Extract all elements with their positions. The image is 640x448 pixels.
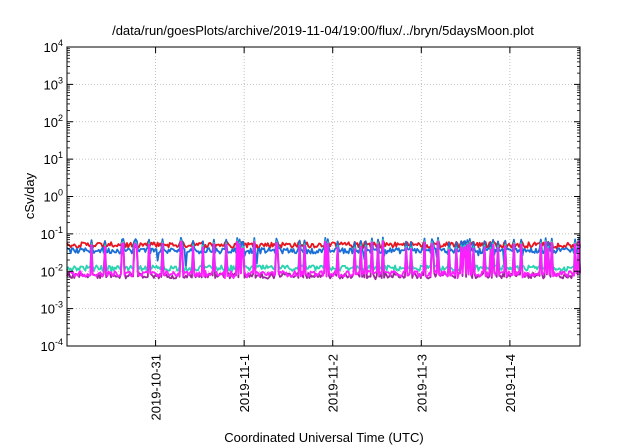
y-tick-label: 101 bbox=[44, 150, 63, 167]
y-tick-label: 100 bbox=[44, 188, 63, 205]
grid-layer bbox=[67, 47, 580, 346]
y-tick-label: 104 bbox=[44, 38, 63, 55]
x-tick-label: 2019-11-3 bbox=[414, 354, 429, 412]
y-axis-label: cSv/day bbox=[22, 172, 37, 219]
y-tick-label: 102 bbox=[44, 113, 63, 130]
x-axis-label: Coordinated Universal Time (UTC) bbox=[224, 430, 423, 445]
series-layer bbox=[66, 236, 581, 281]
y-tick-label: 103 bbox=[44, 75, 63, 92]
x-tick-label: 2019-11-2 bbox=[326, 354, 341, 412]
y-tick-label: 10-4 bbox=[41, 337, 63, 354]
tick-layer: 10-4 10-3 10-2 10-1 100 101 102 103 104 2019-10-3… bbox=[41, 38, 580, 421]
x-tick-label: 2019-11-4 bbox=[503, 354, 518, 412]
y-tick-label: 10-2 bbox=[41, 262, 63, 279]
chart-title: /data/run/goesPlots/archive/2019-11-04/1… bbox=[112, 23, 534, 38]
series-line-4 bbox=[66, 239, 581, 280]
plot-frame bbox=[66, 46, 581, 347]
y-tick-label: 10-1 bbox=[41, 225, 63, 242]
y-tick-label: 10-3 bbox=[41, 300, 63, 317]
x-tick-label: 2019-11-1 bbox=[237, 354, 252, 412]
x-tick-label: 2019-10-31 bbox=[149, 354, 164, 421]
